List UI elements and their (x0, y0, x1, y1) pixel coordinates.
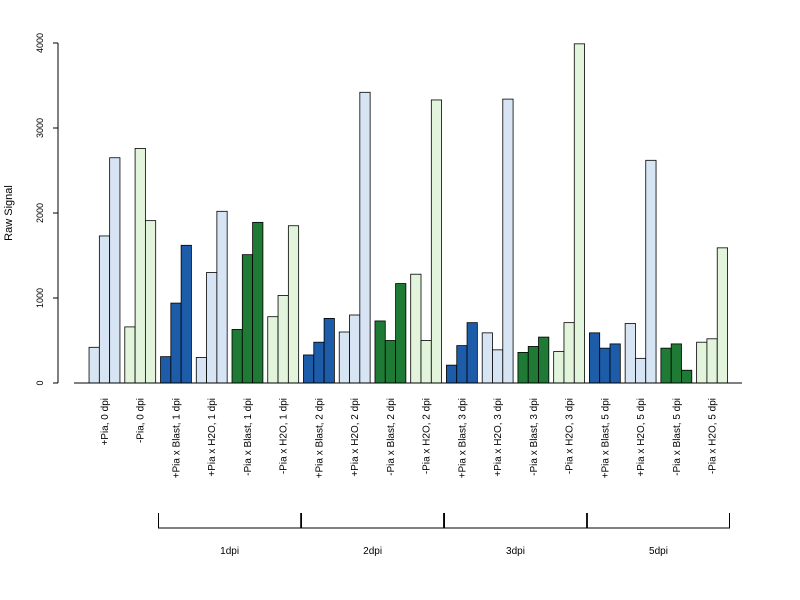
bar (88, 346, 100, 384)
bar (624, 323, 636, 384)
y-tick-label: 0 (35, 380, 45, 385)
x-tick-label: +Pia, 0 dpi (100, 398, 111, 446)
group-label: 2dpi (363, 546, 382, 557)
bar (645, 159, 657, 384)
group-label: 3dpi (506, 546, 525, 557)
x-tick-label: +Pia x H2O, 5 dpi (636, 398, 647, 477)
bar (338, 331, 350, 384)
bar (374, 320, 386, 384)
category-labels: +Pia, 0 dpi -Pia, 0 dpi +Pia x Blast, 1 dp… (100, 398, 719, 478)
bar (109, 157, 121, 384)
bar (303, 354, 315, 384)
bar (195, 357, 207, 384)
x-tick-label: -Pia x Blast, 2 dpi (386, 398, 397, 476)
x-tick-label: -Pia x Blast, 1 dpi (243, 398, 254, 476)
group-bracket (444, 513, 588, 529)
y-tick-label: 1000 (35, 288, 45, 308)
bar (313, 341, 325, 384)
bar (98, 235, 111, 384)
bar (349, 314, 361, 384)
group-bracket (586, 513, 730, 529)
x-tick-label: +Pia x H2O, 1 dpi (207, 398, 218, 477)
group-bracket (301, 513, 445, 529)
bar (635, 357, 647, 384)
bar (231, 329, 243, 384)
y-tick-label: 2000 (35, 203, 45, 223)
y-tick-label: 3000 (35, 118, 45, 138)
bar (170, 302, 182, 384)
group-brackets: 1dpi 2dpi 3dpi 5dpi (158, 513, 730, 557)
bar (410, 273, 422, 384)
bar (384, 340, 396, 384)
group-label: 5dpi (649, 546, 668, 557)
y-axis-title: Raw Signal (3, 185, 15, 241)
bar (589, 332, 601, 384)
bar (287, 225, 300, 384)
x-tick-label: +Pia x H2O, 3 dpi (493, 398, 504, 477)
bar (206, 272, 218, 384)
bar (277, 295, 289, 384)
bar (134, 147, 146, 384)
bar (517, 351, 529, 384)
bar (241, 254, 254, 384)
bar (573, 43, 585, 384)
bar (660, 347, 672, 384)
bar (267, 316, 279, 384)
bar (456, 345, 468, 384)
x-tick-label: +Pia x Blast, 5 dpi (600, 398, 611, 478)
x-tick-label: -Pia x Blast, 5 dpi (672, 398, 683, 476)
bar (481, 332, 493, 384)
bar (492, 349, 504, 384)
x-tick-label: -Pia x H2O, 1 dpi (279, 398, 290, 474)
bar (670, 343, 682, 384)
x-tick-label: +Pia x H2O, 2 dpi (350, 398, 361, 477)
bar (696, 341, 708, 384)
bar (706, 338, 718, 384)
x-tick-label: +Pia x Blast, 3 dpi (457, 398, 468, 478)
bars (88, 43, 728, 384)
bar (527, 346, 539, 384)
bar (160, 356, 172, 384)
bar (252, 221, 264, 384)
bar (446, 364, 458, 384)
bar (553, 351, 565, 384)
x-tick-label: -Pia x H2O, 3 dpi (565, 398, 576, 474)
x-tick-label: -Pia x Blast, 3 dpi (529, 398, 540, 476)
bar (563, 322, 575, 384)
group-label: 1dpi (220, 546, 239, 557)
bar (144, 220, 157, 384)
bar (216, 210, 228, 384)
bar (609, 343, 621, 384)
x-tick-label: -Pia x H2O, 5 dpi (708, 398, 719, 474)
y-tick-label: 4000 (35, 33, 45, 53)
bar (323, 317, 335, 384)
bar (420, 340, 432, 384)
x-tick-label: -Pia, 0 dpi (136, 398, 147, 443)
bar (502, 98, 514, 384)
bar (599, 347, 611, 384)
x-tick-label: +Pia x Blast, 2 dpi (314, 398, 325, 478)
bar (466, 322, 478, 384)
bar (180, 244, 192, 384)
bar (359, 91, 371, 384)
bar (430, 99, 443, 384)
bar (716, 247, 728, 384)
bar (538, 336, 550, 384)
bar (395, 283, 407, 384)
bar (124, 326, 136, 384)
bar (681, 369, 693, 384)
y-axis: 0 1000 2000 3000 4000 (35, 33, 59, 386)
x-tick-label: +Pia x Blast, 1 dpi (171, 398, 182, 478)
x-tick-label: -Pia x H2O, 2 dpi (422, 398, 433, 474)
group-bracket (158, 513, 302, 529)
